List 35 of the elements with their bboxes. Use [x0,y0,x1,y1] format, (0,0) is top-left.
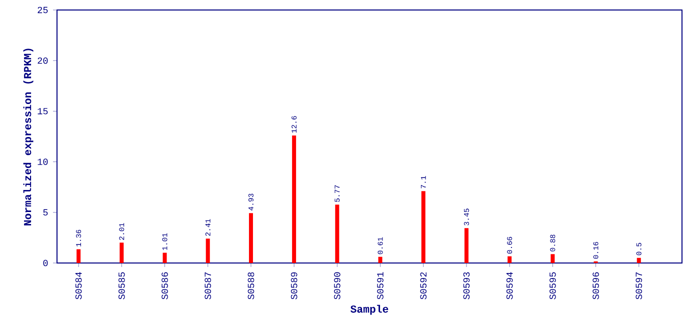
x-tick-label: S0584 [75,272,82,300]
x-tick-label: S0594 [506,272,513,300]
x-tick-label: S0586 [162,272,168,300]
bar [292,135,296,263]
x-axis-title: Sample [350,304,388,315]
y-axis-title: Normalized expression (RPKM) [23,48,34,226]
bar [335,204,340,263]
x-tick-label: S0593 [463,272,470,300]
bar [508,256,512,263]
x-tick-label: S0591 [377,272,384,300]
x-tick-label: S0596 [592,272,599,300]
x-tick-label: S0589 [290,272,298,300]
x-tick-label: S0595 [550,272,556,300]
bar [464,228,468,263]
x-tick-label: S0588 [248,272,254,300]
bar [76,249,81,263]
bar [421,191,426,263]
x-tick-label: S0592 [420,272,427,300]
y-tick-label: 20 [38,57,48,64]
bar [248,213,253,263]
bar [162,252,167,263]
x-tick-label: S0587 [204,272,212,300]
y-tick-label: 0 [43,260,48,266]
x-tick-label: S0597 [636,272,642,300]
x-tick-label: S0590 [334,272,340,300]
y-tick-label: 15 [38,108,48,114]
x-tick-label: S0585 [118,272,125,300]
y-tick-label: 25 [38,6,48,14]
bar [550,254,555,263]
bar [636,258,641,263]
bar [120,242,124,263]
bar [378,256,382,263]
y-tick-label: 5 [43,209,48,216]
bar [206,238,210,263]
y-tick-label: 10 [38,158,48,165]
